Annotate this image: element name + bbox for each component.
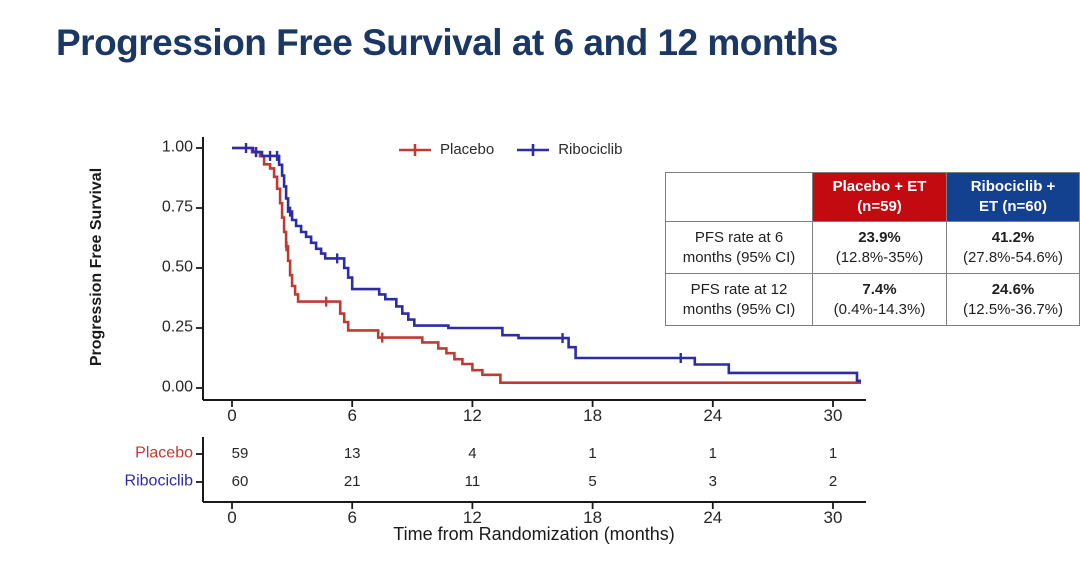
x-tick-label: 18 bbox=[583, 406, 603, 425]
y-tick-label: 0.25 bbox=[161, 318, 193, 336]
km-curve-ribociclib bbox=[232, 146, 861, 383]
row-label-line: months (95% CI) bbox=[682, 248, 796, 266]
pfs-ci: (0.4%-14.3%) bbox=[833, 300, 926, 318]
row-label-line: PFS rate at 6 bbox=[694, 228, 784, 246]
risk-x-tick-label: 24 bbox=[703, 508, 723, 527]
pfs-ci: (27.8%-54.6%) bbox=[962, 248, 1064, 266]
row-label-line: PFS rate at 12 bbox=[690, 280, 788, 298]
header-line: Placebo + ET bbox=[832, 178, 927, 196]
y-axis-title: Progression Free Survival bbox=[88, 167, 105, 367]
cell-pfs-6mo-placebo: 23.9% (12.8%-35%) bbox=[812, 221, 947, 274]
row-label-pfs-12mo: PFS rate at 12 months (95% CI) bbox=[665, 273, 813, 326]
pfs-rate-table: Placebo + ET (n=59) Ribociclib + ET (n=6… bbox=[665, 172, 1080, 326]
legend-item-ribociclib: Ribociclib bbox=[516, 141, 622, 158]
header-line: (n=59) bbox=[857, 198, 902, 215]
risk-count-ribociclib: 60 bbox=[231, 473, 249, 491]
pfs-ci: (12.5%-36.7%) bbox=[962, 300, 1064, 318]
header-line: ET (n=60) bbox=[979, 198, 1047, 215]
table-row-pfs-12mo: PFS rate at 12 months (95% CI) 7.4% (0.4… bbox=[665, 273, 1080, 326]
risk-count-placebo: 1 bbox=[708, 445, 717, 463]
pfs-ci: (12.8%-35%) bbox=[835, 248, 924, 266]
risk-x-tick-label: 6 bbox=[347, 508, 357, 527]
risk-x-tick-label: 0 bbox=[227, 508, 237, 527]
row-label-pfs-6mo: PFS rate at 6 months (95% CI) bbox=[665, 221, 813, 274]
y-tick-label: 0.50 bbox=[161, 258, 193, 276]
pfs-value: 23.9% bbox=[858, 228, 901, 246]
risk-count-ribociclib: 3 bbox=[708, 473, 717, 491]
y-tick-label: 0.75 bbox=[161, 198, 193, 216]
table-header-ribociclib: Ribociclib + ET (n=60) bbox=[946, 172, 1080, 222]
risk-count-placebo: 13 bbox=[343, 445, 361, 463]
pfs-value: 7.4% bbox=[862, 280, 897, 298]
x-tick-label: 30 bbox=[823, 406, 843, 425]
risk-count-ribociclib: 5 bbox=[588, 473, 597, 491]
legend-item-placebo: Placebo bbox=[398, 141, 494, 158]
pfs-value: 41.2% bbox=[991, 228, 1035, 246]
x-tick-label: 0 bbox=[227, 406, 237, 425]
y-tick-label: 0.00 bbox=[161, 378, 193, 396]
risk-count-ribociclib: 11 bbox=[464, 473, 481, 491]
table-header-row: Placebo + ET (n=59) Ribociclib + ET (n=6… bbox=[665, 172, 1080, 222]
page-title: Progression Free Survival at 6 and 12 mo… bbox=[56, 22, 839, 63]
risk-row-label-ribociclib: Ribociclib bbox=[124, 472, 193, 490]
cell-pfs-12mo-placebo: 7.4% (0.4%-14.3%) bbox=[812, 273, 947, 326]
pfs-value: 24.6% bbox=[991, 280, 1035, 298]
legend-label-ribociclib: Ribociclib bbox=[558, 141, 623, 158]
x-tick-label: 24 bbox=[703, 406, 723, 425]
cell-pfs-12mo-ribociclib: 24.6% (12.5%-36.7%) bbox=[946, 273, 1080, 326]
chart-legend: Placebo Ribociclib bbox=[398, 141, 622, 158]
risk-x-tick-label: 30 bbox=[823, 508, 843, 527]
ribociclib-line-marker-icon bbox=[517, 143, 550, 156]
legend-label-placebo: Placebo bbox=[440, 141, 495, 158]
table-header-blank bbox=[665, 172, 813, 222]
table-row-pfs-6mo: PFS rate at 6 months (95% CI) 23.9% (12.… bbox=[665, 221, 1080, 274]
risk-count-placebo: 4 bbox=[468, 445, 477, 463]
risk-x-tick-label: 18 bbox=[583, 508, 603, 527]
risk-count-ribociclib: 2 bbox=[828, 473, 838, 491]
x-tick-label: 12 bbox=[462, 406, 482, 425]
y-tick-label: 1.00 bbox=[161, 138, 193, 156]
km-curve-placebo bbox=[232, 146, 861, 384]
table-header-placebo: Placebo + ET (n=59) bbox=[812, 172, 947, 222]
row-label-line: months (95% CI) bbox=[682, 300, 796, 318]
risk-row-label-placebo: Placebo bbox=[135, 444, 193, 462]
header-line: Ribociclib + bbox=[970, 178, 1056, 196]
risk-count-placebo: 1 bbox=[828, 445, 838, 463]
x-tick-label: 6 bbox=[347, 406, 357, 425]
risk-count-placebo: 59 bbox=[231, 445, 249, 463]
risk-count-placebo: 1 bbox=[588, 445, 597, 463]
cell-pfs-6mo-ribociclib: 41.2% (27.8%-54.6%) bbox=[946, 221, 1080, 274]
risk-x-tick-label: 12 bbox=[462, 508, 482, 527]
x-axis-title: Time from Randomization (months) bbox=[393, 524, 675, 544]
placebo-line-marker-icon bbox=[399, 143, 431, 156]
risk-count-ribociclib: 21 bbox=[343, 473, 361, 491]
